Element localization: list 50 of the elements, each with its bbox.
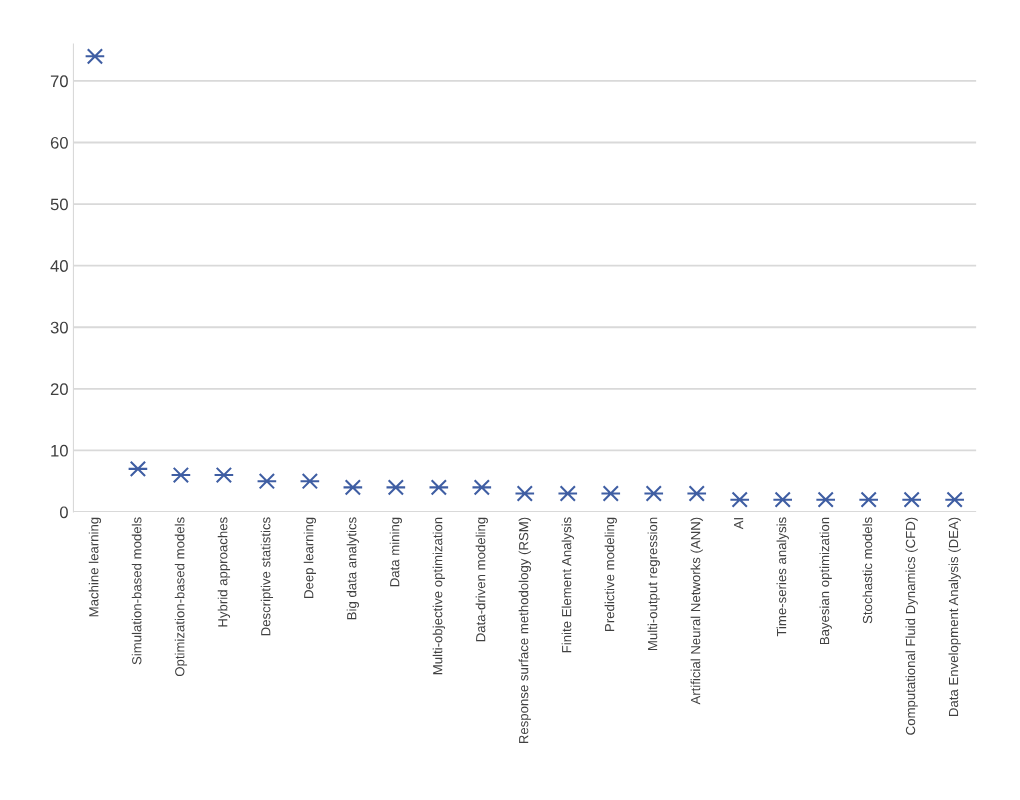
- x-tick-label: Deep learning: [303, 517, 317, 598]
- point: [256, 473, 278, 490]
- y-tick-label: 50: [50, 198, 68, 211]
- point: [815, 491, 837, 508]
- x-tick-label: Stochastic models: [862, 517, 873, 624]
- x-tick-label: Simulation-based models: [131, 517, 142, 665]
- point: [385, 479, 407, 496]
- point: [858, 491, 880, 508]
- y-tick-label: 60: [50, 136, 68, 149]
- x-tick-label: Time-series analysis: [776, 517, 789, 637]
- x-tick-label: Machine learning: [88, 517, 102, 617]
- x-tick-label: Hybrid approaches: [217, 517, 231, 627]
- y-tick-label: 20: [50, 383, 68, 396]
- point: [428, 479, 450, 496]
- x-tick-label: Bayesian optimization: [819, 517, 832, 645]
- point: [600, 485, 622, 502]
- point: [901, 491, 923, 508]
- x-tick-label: Data Envelopment Analysis (DEA): [948, 517, 961, 716]
- x-tick-label: Predictive modeling: [604, 517, 617, 631]
- point: [729, 491, 751, 508]
- point: [557, 485, 579, 502]
- point: [299, 473, 321, 490]
- x-tick-label: Artificial Neural Networks (ANN): [690, 517, 703, 705]
- point: [342, 479, 364, 496]
- y-tick-label: 30: [50, 321, 68, 334]
- point: [643, 485, 665, 502]
- x-tick-label: Multi-output regression: [647, 517, 660, 650]
- x-tick-label: Big data analytics: [346, 517, 359, 620]
- x-tick-label: Multi-objective optimization: [432, 517, 445, 675]
- point: [944, 491, 965, 508]
- point: [84, 48, 106, 65]
- x-tick-label: Data mining: [389, 517, 402, 587]
- y-tick-label: 10: [51, 444, 68, 457]
- point: [514, 485, 536, 502]
- x-tick-label: Descriptive statistics: [260, 517, 274, 636]
- y-tick-label: 40: [50, 260, 68, 272]
- point: [471, 479, 493, 496]
- y-tick-label: 0: [59, 506, 68, 519]
- x-tick-label: AI: [734, 518, 744, 530]
- x-tick-label: Data-driven modeling: [475, 517, 488, 642]
- point: [772, 491, 794, 508]
- x-tick-label: Optimization-based models: [174, 517, 188, 677]
- point: [686, 485, 708, 502]
- point: [213, 466, 235, 484]
- x-tick-label: Response surface methodology (RSM): [518, 517, 531, 744]
- x-tick-label: Computational Fluid Dynamics (CFD): [905, 517, 918, 735]
- point: [170, 466, 192, 484]
- y-tick-label: 70: [50, 75, 68, 88]
- x-tick-label: Finite Element Analysis: [561, 517, 574, 653]
- point: [127, 460, 149, 478]
